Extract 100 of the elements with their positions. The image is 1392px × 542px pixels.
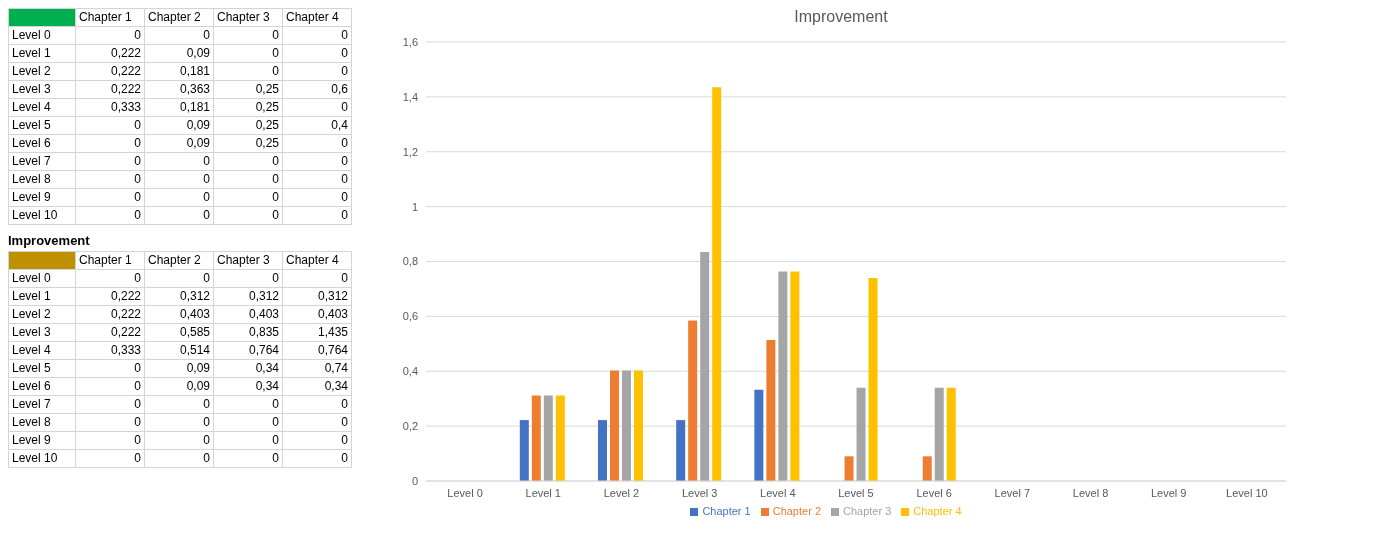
data-label: 0,312: [282, 287, 352, 306]
y-tick-label: 1,2: [402, 145, 418, 158]
data-label: 0: [282, 395, 352, 414]
data-label: 0,09: [144, 134, 214, 153]
y-tick-label: Level 4: [8, 341, 76, 360]
data-label: 0: [144, 269, 214, 288]
bar: [856, 387, 866, 481]
legend-label: Chapter 1: [702, 505, 751, 517]
x-tick-label: Chapter 4: [282, 251, 352, 270]
data-label: 0,222: [75, 323, 145, 342]
data-label: 0: [282, 26, 352, 45]
data-label: 0: [282, 431, 352, 450]
data-label: 0: [75, 377, 145, 396]
data-label: 0: [282, 98, 352, 117]
data-label: 0: [213, 431, 283, 450]
y-tick-label: Level 2: [8, 62, 76, 81]
data-label: 0,34: [213, 377, 283, 396]
bar: [676, 420, 686, 481]
x-tick-label: Level 8: [1072, 486, 1109, 499]
data-label: 0: [282, 134, 352, 153]
y-tick-label: Level 9: [8, 188, 76, 207]
bar: [555, 395, 565, 481]
data-label: 0: [75, 170, 145, 189]
data-label: 0: [75, 449, 145, 468]
y-tick-label: 0,8: [402, 255, 418, 268]
y-tick-label: Level 6: [8, 134, 76, 153]
data-label: 0: [75, 359, 145, 378]
bar: [946, 387, 956, 481]
x-tick-label: Chapter 3: [213, 251, 283, 270]
y-tick-label: Level 7: [8, 152, 76, 171]
bar: [519, 420, 529, 481]
bar: [790, 271, 800, 481]
data-label: 0: [75, 413, 145, 432]
data-label: 0: [144, 152, 214, 171]
data-label: 0: [144, 188, 214, 207]
y-tick-label: 1,6: [402, 35, 418, 48]
x-tick-label: Level 10: [1226, 486, 1268, 499]
data-label: 0,222: [75, 62, 145, 81]
y-tick-label: 0,6: [402, 310, 418, 323]
x-tick-label: Level 6: [916, 486, 952, 499]
data-label: 0,222: [75, 80, 145, 99]
bar: [844, 456, 854, 481]
data-label: 0,835: [213, 323, 283, 342]
data-label: 0,09: [144, 116, 214, 135]
data-label: 0: [213, 26, 283, 45]
data-label: 0: [282, 44, 352, 63]
x-tick-label: Chapter 3: [213, 8, 283, 27]
data-label: 0,403: [282, 305, 352, 324]
data-label: 0: [144, 206, 214, 225]
data-label: 0,222: [75, 287, 145, 306]
data-label: 0: [282, 152, 352, 171]
data-label: 0,09: [144, 44, 214, 63]
data-label: 0,403: [144, 305, 214, 324]
data-label: 0,312: [144, 287, 214, 306]
data-label: 0,34: [282, 377, 352, 396]
bar: [634, 370, 643, 481]
data-label: 0: [282, 449, 352, 468]
chart-title: Improvement: [8, 233, 91, 250]
x-tick-label: Chapter 1: [75, 8, 145, 27]
y-tick-label: Level 5: [8, 359, 76, 378]
bar: [754, 389, 764, 481]
y-tick-label: Level 6: [8, 377, 76, 396]
data-label: 0: [282, 170, 352, 189]
y-tick-label: Level 7: [8, 395, 76, 414]
legend-label: Chapter 4: [913, 505, 962, 517]
data-label: 0,363: [144, 80, 214, 99]
data-label: 0,6: [282, 80, 352, 99]
data-label: 0: [213, 188, 283, 207]
data-label: 0,585: [144, 323, 214, 342]
bar: [712, 87, 722, 481]
data-label: 0,312: [213, 287, 283, 306]
data-label: 0,764: [213, 341, 283, 360]
y-tick-label: Level 2: [8, 305, 76, 324]
data-label: 0: [213, 395, 283, 414]
y-tick-label: Level 1: [8, 287, 76, 306]
bar: [622, 370, 631, 481]
data-label: 0,403: [213, 305, 283, 324]
y-tick-label: Level 8: [8, 170, 76, 189]
data-label: 0: [144, 449, 214, 468]
y-tick-label: 0: [411, 474, 418, 487]
y-tick-label: 1,4: [402, 90, 418, 103]
data-label: 0,4: [282, 116, 352, 135]
data-label: 0: [75, 395, 145, 414]
x-tick-label: Chapter 1: [75, 251, 145, 270]
data-label: 0: [213, 413, 283, 432]
x-tick-label: Level 9: [1150, 486, 1187, 499]
data-label: 0: [144, 413, 214, 432]
y-tick-label: Level 3: [8, 80, 76, 99]
y-tick-label: Level 0: [8, 26, 76, 45]
data-label: 0,74: [282, 359, 352, 378]
data-label: 0: [75, 116, 145, 135]
y-tick-label: 0,2: [402, 420, 418, 433]
data-label: 0,333: [75, 341, 145, 360]
y-tick-label: Level 9: [8, 431, 76, 450]
x-tick-label: Chapter 2: [144, 8, 214, 27]
data-label: 0,25: [213, 116, 283, 135]
bar: [868, 277, 878, 481]
x-tick-label: Chapter 2: [144, 251, 214, 270]
data-label: 0: [75, 269, 145, 288]
bar: [766, 339, 776, 481]
